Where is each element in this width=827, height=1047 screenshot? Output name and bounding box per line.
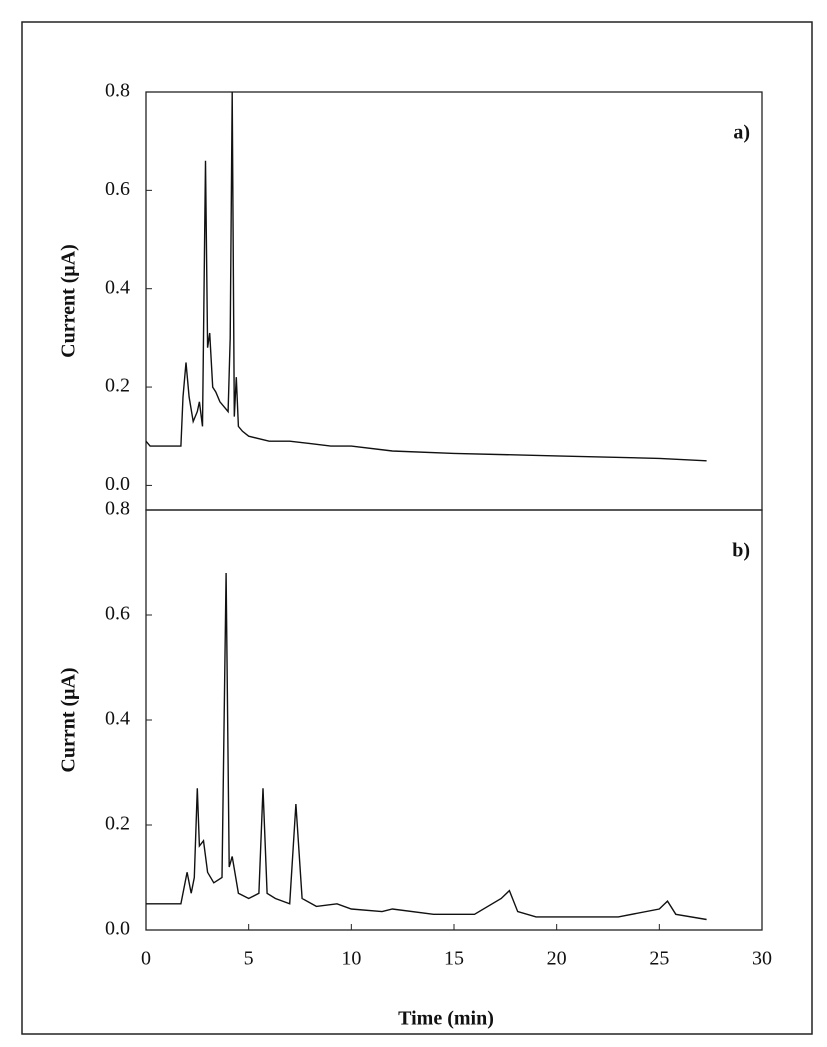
x-tick-label: 5 [244,948,254,970]
y-tick-label: 0.6 [105,178,130,200]
x-tick-label: 15 [444,948,464,970]
y-tick-label: 0.8 [105,498,130,520]
y-tick-label: 0.8 [105,80,130,102]
y-tick-label: 0.2 [105,813,130,835]
panel-label: b) [732,540,750,562]
y-axis-label: Current (μA) [58,244,80,358]
x-tick-label: 10 [341,948,361,970]
x-tick-label: 20 [547,948,567,970]
plot-frame [145,91,763,511]
y-tick-label: 0.4 [105,276,130,298]
y-tick-label: 0.2 [105,375,130,397]
x-axis-label: Time (min) [398,1008,494,1030]
x-tick-label: 0 [141,948,151,970]
y-tick-label: 0.0 [105,473,130,495]
x-tick-label: 30 [752,948,772,970]
data-line [146,91,707,462]
y-tick-label: 0.0 [105,918,130,940]
y-axis-label: Currnt (μA) [58,667,80,772]
y-tick-label: 0.6 [105,603,130,625]
y-tick-label: 0.4 [105,708,130,730]
outer-frame [21,21,813,1035]
plot-frame [145,509,763,931]
panel-label: a) [733,122,750,144]
x-tick-label: 25 [649,948,669,970]
data-line [146,572,707,921]
